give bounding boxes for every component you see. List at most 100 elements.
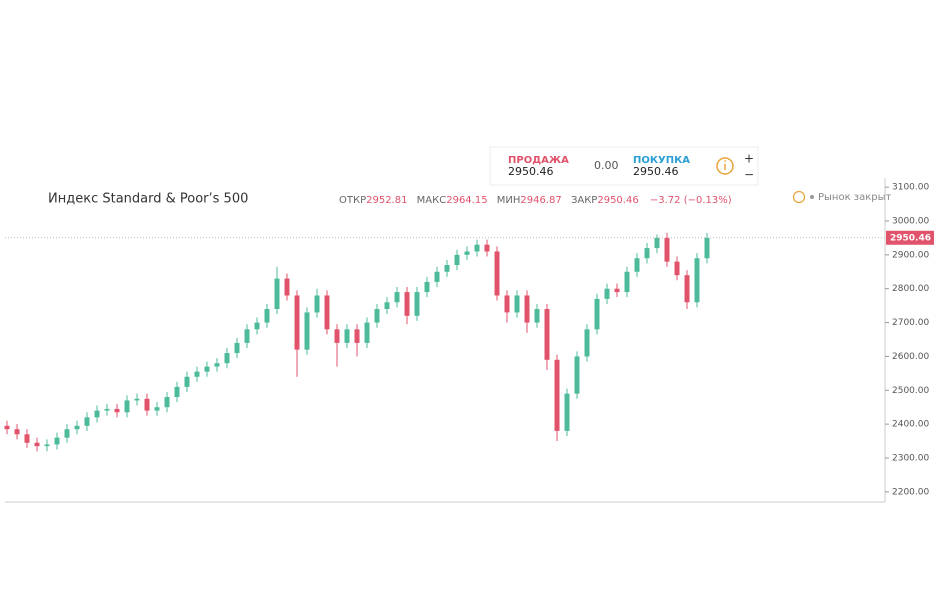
candle-body [574,356,580,394]
candle-body [184,376,190,387]
candle-body [484,244,490,252]
candle-body [314,295,320,313]
y-tick-label: 2500.00 [892,386,929,396]
candle-body [134,398,140,401]
candle-body [564,393,570,431]
candle-body [504,295,510,313]
close-value: 2950.46 [597,195,638,206]
candle-body [94,410,100,418]
y-tick-label: 2200.00 [892,487,929,497]
candle-body [584,329,590,357]
buy-price[interactable]: 2950.46 [633,165,679,178]
candle-body [654,237,660,249]
candle-body [384,302,390,310]
candle-body [224,353,230,364]
candle-body [284,278,290,296]
y-tick-label: 2800.00 [892,284,929,294]
candle-body [124,400,130,413]
low-label: МИН [497,195,521,206]
candle-body [374,309,380,323]
candle-body [154,407,160,411]
chart-title: Индекс Standard & Poor’s 500 [48,192,248,207]
quote-panel [489,146,759,186]
candle-body [524,295,530,323]
candle-body [294,295,300,350]
candle-body [474,244,480,252]
high-value: 2964.15 [446,195,487,206]
candle-body [244,329,250,343]
zoom-out[interactable]: − [744,168,754,182]
candle-body [644,248,650,259]
candle-body [64,429,70,438]
candle-body [494,251,500,296]
close-label: ЗАКР [571,195,597,206]
candle-body [604,288,610,299]
zoom-in[interactable]: + [744,152,754,166]
candle-body [114,408,120,413]
candle-body [344,329,350,343]
candle-body [324,295,330,330]
candle-body [634,258,640,272]
candle-body [684,275,690,303]
y-tick-label: 2700.00 [892,318,929,328]
candle-body [434,271,440,282]
candle-body [174,386,180,398]
candle-body [704,237,710,259]
candle-body [144,398,150,411]
sell-label[interactable]: ПРОДАЖА [508,155,569,166]
last-price-label: 2950.46 [890,233,931,243]
candle-body [4,425,10,430]
market-status: Рынок закрыт [818,192,892,203]
open-value: 2952.81 [366,195,407,206]
candle-body [234,342,240,354]
candle-body [404,292,410,316]
candle-body [514,295,520,313]
spread: 0.00 [594,159,619,172]
info-icon-dot [724,160,726,162]
candle-body [74,425,80,430]
candle-body [14,429,20,435]
candle-body [24,434,30,443]
warning-icon[interactable] [792,190,806,204]
info-icon[interactable] [716,157,734,175]
candle-body [44,444,50,447]
high-label: МАКС [417,195,447,206]
candle-body [624,271,630,293]
candle-body [254,322,260,330]
candle-body [444,265,450,272]
candle-body [34,442,40,447]
y-tick-label: 2600.00 [892,352,929,362]
candle-body [204,366,210,372]
candle-body [104,408,110,411]
y-tick-label: 2300.00 [892,453,929,463]
candle-body [414,292,420,316]
candle-body [334,329,340,343]
candle-body [424,281,430,293]
candle-body [364,322,370,343]
candle-body [304,312,310,350]
candle-body [614,288,620,293]
candle-body [354,329,360,343]
low-value: 2946.87 [520,195,561,206]
y-tick-label: 3100.00 [892,183,929,193]
y-tick-label: 2900.00 [892,250,929,260]
candle-body [554,359,560,431]
candle-body [674,261,680,276]
candle-body [164,397,170,408]
candle-body [694,258,700,303]
y-tick-label: 2400.00 [892,420,929,430]
last-price-box [886,230,934,245]
candle-body [544,309,550,360]
candle-body [194,371,200,377]
candle-body [54,437,60,445]
change-value: −3.72 (−0.13%) [650,195,732,206]
candle-body [274,278,280,310]
candle-body [84,417,90,426]
candle-body [264,309,270,323]
candle-body [534,309,540,323]
sell-price[interactable]: 2950.46 [508,165,554,178]
buy-label[interactable]: ПОКУПКА [633,155,690,166]
ohlc-line: ОТКР2952.81 МАКС2964.15 МИН2946.87 ЗАКР2… [339,195,732,206]
